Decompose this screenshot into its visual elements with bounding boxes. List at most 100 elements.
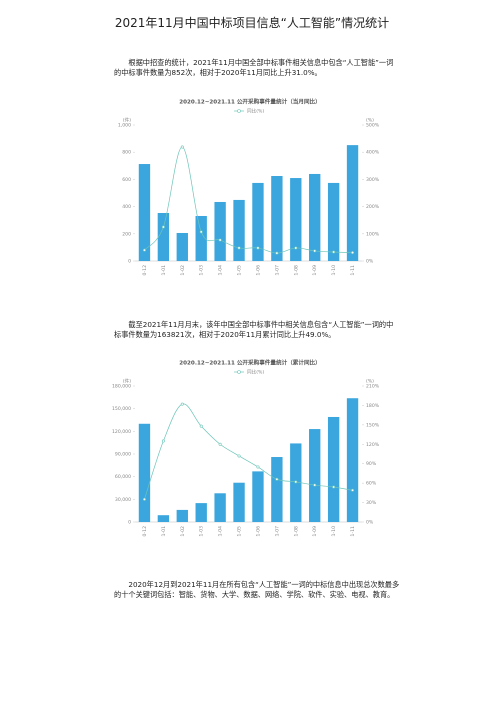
bar — [327, 416, 340, 522]
paragraph: 根据中招查的统计，2021年11月中国全部中标事件相关信息中包含“人工智能”一词… — [114, 58, 394, 77]
x-tick-label: 2021-06 — [255, 265, 261, 276]
y-axis-label: (件) — [123, 378, 131, 385]
x-tick-label: 2021-05 — [237, 526, 243, 537]
y-tick-label: 0 — [128, 520, 131, 526]
y2-tick-label: 30% — [366, 500, 377, 506]
legend-point — [237, 370, 241, 374]
y-tick-label: 600 — [122, 177, 131, 183]
y-tick-label: 30,000 — [115, 497, 131, 503]
x-tick-label: 2021-04 — [218, 265, 224, 276]
y2-tick-label: 90% — [366, 461, 377, 467]
paragraph: 2020年12月到2021年11月在所有包含“人工智能”一词的中标信息中出现总次… — [114, 580, 400, 599]
bar — [157, 515, 170, 522]
y-tick-label: 800 — [122, 150, 131, 156]
point — [294, 480, 298, 484]
legend-point — [237, 109, 241, 113]
x-tick-label: 2021-08 — [293, 265, 299, 276]
bar — [195, 215, 207, 261]
point — [275, 251, 279, 255]
y2-tick-label: 100% — [366, 231, 380, 237]
bar — [233, 482, 245, 522]
y-tick-label: 90,000 — [115, 452, 131, 458]
point — [256, 246, 260, 250]
x-tick-label: 2021-11 — [350, 265, 356, 276]
point — [142, 497, 146, 501]
x-tick-label: 2021-07 — [274, 526, 280, 537]
line — [144, 403, 353, 500]
x-tick-label: 2021-05 — [237, 265, 243, 276]
bar — [271, 457, 283, 522]
point — [180, 402, 184, 406]
bar — [271, 176, 283, 261]
y2-tick-label: 0% — [366, 259, 374, 265]
bar — [176, 232, 188, 261]
y2-tick-label: 300% — [366, 177, 380, 183]
point — [161, 225, 165, 229]
point — [313, 483, 317, 487]
x-tick-label: 2020-12 — [142, 265, 148, 276]
x-tick-label: 2021-01 — [161, 526, 167, 537]
chart: 2020.12~2021.11 公开采购事件量统计（当月同比） (件) (%) 0 20… — [118, 98, 380, 277]
doc-title: 2021年11月中国中标项目信息“人工智能”情况统计 — [114, 16, 390, 30]
x-tick-label: 2021-08 — [293, 526, 299, 537]
bar — [214, 201, 226, 261]
bar — [346, 145, 359, 261]
x-tick-label: 2021-03 — [199, 265, 205, 276]
y2-axis-label: (%) — [366, 379, 374, 385]
x-tick-label: 2021-07 — [274, 265, 280, 276]
bar — [327, 182, 340, 261]
y-tick-label: 0 — [128, 259, 131, 265]
y2-tick-label: 210% — [366, 384, 380, 390]
legend-label: 同比(%) — [247, 108, 264, 115]
point — [332, 485, 336, 489]
bar — [346, 398, 359, 522]
bar — [195, 503, 207, 522]
y2-tick-label: 180% — [366, 403, 380, 409]
bar — [252, 471, 264, 522]
point — [332, 250, 336, 254]
y-tick-label: 150,000 — [112, 406, 131, 412]
point — [180, 145, 184, 149]
paragraph: 截至2021年11月月末，该年中国全部中标事件中相关信息包含“人工智能”一词的中… — [114, 320, 394, 339]
chart-title: 2020.12~2021.11 公开采购事件量统计（当月同比） — [179, 98, 321, 106]
x-tick-label: 2021-02 — [180, 526, 186, 537]
point — [313, 249, 317, 253]
x-tick-label: 2021-04 — [218, 526, 224, 537]
line — [144, 146, 353, 254]
x-tick-label: 2021-10 — [331, 265, 337, 276]
y-tick-label: 400 — [122, 204, 131, 210]
y2-axis-label: (%) — [366, 118, 374, 124]
point — [351, 251, 355, 255]
point — [256, 465, 260, 469]
x-tick-label: 2021-03 — [199, 526, 205, 537]
bar — [233, 199, 245, 261]
y-tick-label: 180,000 — [112, 384, 131, 390]
y-tick-label: 200 — [122, 231, 131, 237]
y2-tick-label: 0% — [366, 520, 374, 526]
bar — [157, 212, 170, 261]
bar — [138, 164, 151, 261]
point — [199, 230, 203, 234]
chart: 2020.12~2021.11 公开采购事件量统计（累计同比） (件) (%) 0 30… — [112, 359, 380, 538]
y2-tick-label: 120% — [366, 442, 380, 448]
point — [218, 442, 222, 446]
bar — [290, 178, 302, 261]
point — [199, 424, 203, 428]
point — [275, 477, 279, 481]
y2-tick-label: 60% — [366, 481, 377, 487]
y2-tick-label: 150% — [366, 422, 380, 428]
bar — [252, 182, 264, 261]
y-axis-label: (件) — [123, 117, 131, 124]
x-tick-label: 2021-06 — [255, 526, 261, 537]
x-tick-label: 2021-09 — [312, 265, 318, 276]
point — [351, 488, 355, 492]
x-tick-label: 2021-09 — [312, 526, 318, 537]
bar — [214, 493, 226, 522]
y-tick-label: 120,000 — [112, 429, 131, 435]
legend-label: 同比(%) — [247, 369, 264, 376]
x-tick-label: 2021-10 — [331, 526, 337, 537]
bar — [309, 173, 321, 261]
y2-tick-label: 200% — [366, 204, 380, 210]
point — [161, 439, 165, 443]
